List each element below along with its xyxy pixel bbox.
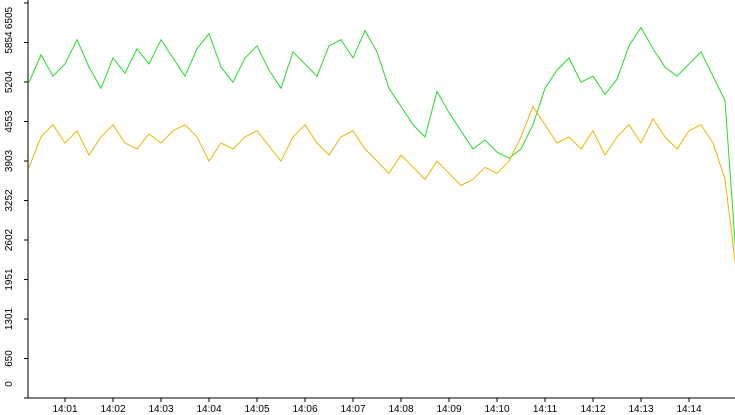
- y-tick-label: 1951: [4, 268, 15, 291]
- x-tick-label: 14:03: [148, 404, 173, 415]
- x-tick-label: 14:10: [484, 404, 509, 415]
- y-tick-label: 650: [4, 350, 15, 367]
- series-line: [28, 105, 735, 265]
- series-line: [28, 26, 735, 250]
- x-tick-label: 14:04: [196, 404, 221, 415]
- x-tick-label: 14:14: [676, 404, 701, 415]
- x-tick-label: 14:13: [628, 404, 653, 415]
- y-tick-label: 3903: [4, 149, 15, 172]
- x-tick-label: 14:06: [292, 404, 317, 415]
- x-tick-label: 14:08: [388, 404, 413, 415]
- x-tick-label: 14:01: [52, 404, 77, 415]
- y-tick-label: 6505: [4, 6, 15, 29]
- x-tick-label: 14:07: [340, 404, 365, 415]
- y-tick-label: 5854: [4, 31, 15, 54]
- y-tick-label: 5204: [4, 70, 15, 93]
- x-tick-label: 14:12: [580, 404, 605, 415]
- y-tick-label: 2602: [4, 228, 15, 251]
- y-tick-label: 3252: [4, 189, 15, 212]
- y-tick-label: 0: [4, 381, 15, 387]
- y-tick-label: 4553: [4, 110, 15, 133]
- x-tick-label: 14:11: [533, 404, 558, 415]
- y-tick-label: 1301: [4, 307, 15, 330]
- x-tick-label: 14:05: [244, 404, 269, 415]
- x-tick-label: 14:02: [100, 404, 125, 415]
- x-tick-label: 14:09: [436, 404, 461, 415]
